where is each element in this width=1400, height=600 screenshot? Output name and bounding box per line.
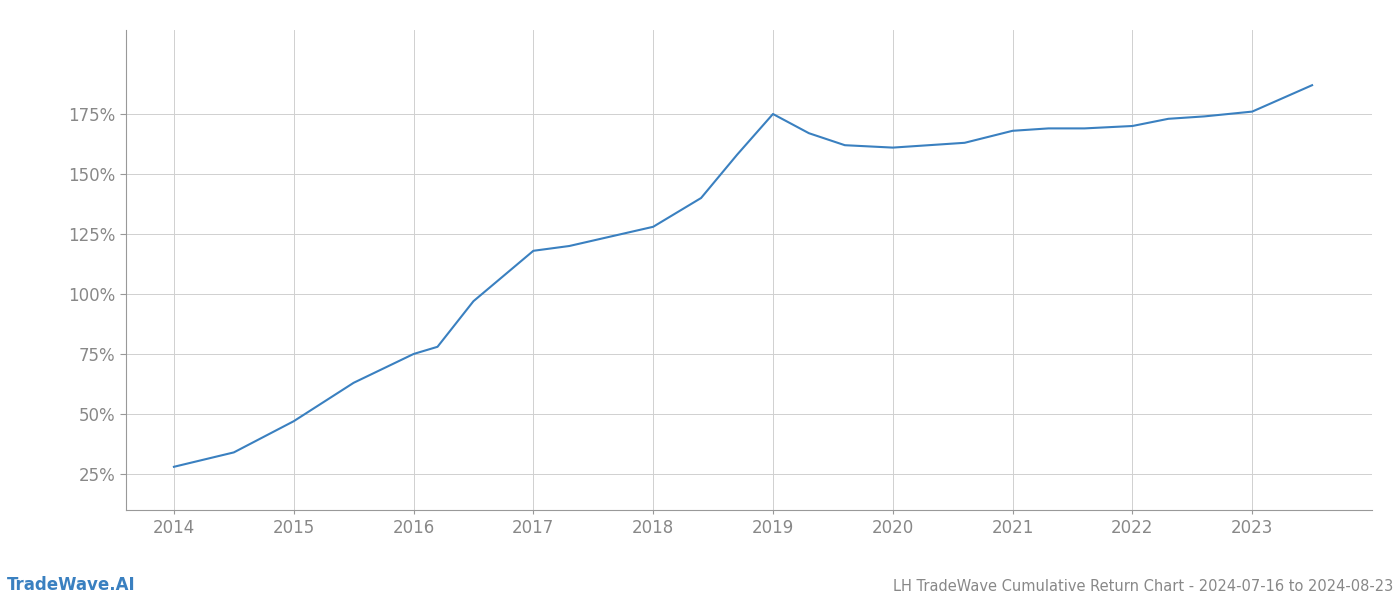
Text: LH TradeWave Cumulative Return Chart - 2024-07-16 to 2024-08-23: LH TradeWave Cumulative Return Chart - 2… xyxy=(893,579,1393,594)
Text: TradeWave.AI: TradeWave.AI xyxy=(7,576,136,594)
